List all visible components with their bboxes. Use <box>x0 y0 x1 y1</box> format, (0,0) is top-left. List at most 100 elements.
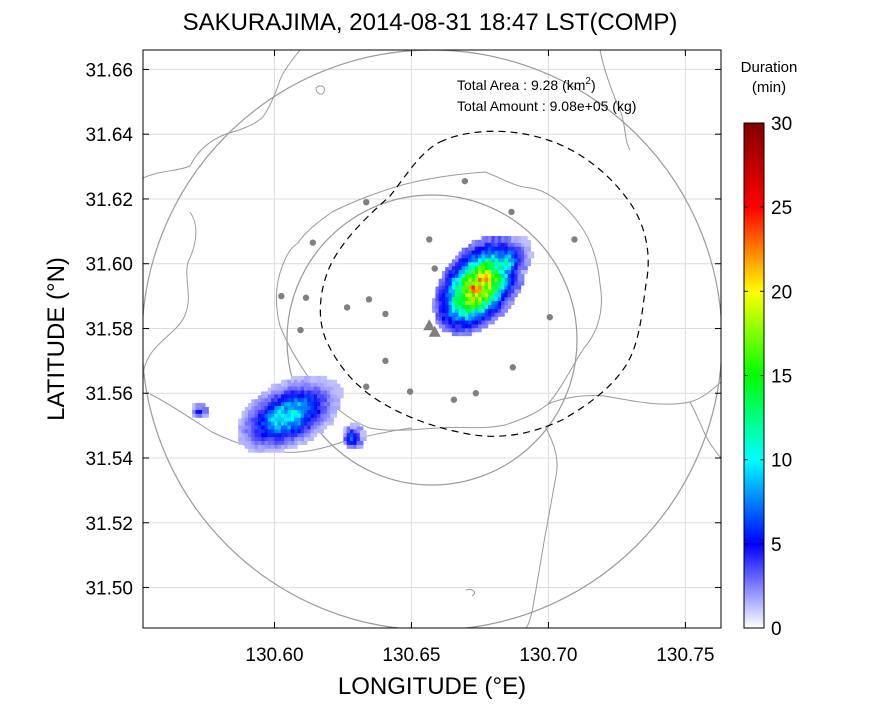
duration-cell <box>511 290 518 298</box>
station-dot <box>508 208 515 216</box>
osumi-coastline <box>547 381 721 405</box>
duration-cell <box>317 426 324 434</box>
duration-cell <box>248 445 255 453</box>
y-tick-label: 31.56 <box>85 384 133 405</box>
y-tick-label: 31.54 <box>85 449 133 470</box>
duration-cell <box>300 438 308 445</box>
x-tick-label: 130.75 <box>656 645 714 666</box>
station-dot <box>309 239 317 246</box>
station-dot <box>406 388 414 395</box>
x-ticks: 130.60 130.65 130.70 130.75 <box>245 50 714 666</box>
chart-title: SAKURAJIMA, 2014-08-31 18:47 LST(COMP) <box>183 9 678 36</box>
x-tick-label: 130.70 <box>519 645 577 666</box>
station-dot <box>431 265 438 272</box>
duration-cell <box>330 410 338 418</box>
duration-cell <box>356 438 364 445</box>
station-dot <box>343 304 351 311</box>
plot-frame <box>142 49 722 629</box>
vent-triangle-icon <box>423 319 436 331</box>
duration-cell <box>520 267 528 274</box>
duration-cell <box>524 239 532 247</box>
svg-text:Total Amount : 9.08e+05 (kg): Total Amount : 9.08e+05 (kg) <box>457 98 636 114</box>
station-dot <box>382 310 389 318</box>
stats-box: Total Area : 9.28 (km2) Total Amount : 9… <box>457 76 636 114</box>
colorbar-tick-label: 20 <box>771 282 792 303</box>
duration-cell <box>514 282 522 290</box>
duration-cell <box>474 325 482 333</box>
svg-text:Total Area : 9.28 (km2): Total Area : 9.28 (km2) <box>457 76 596 93</box>
duration-cell <box>356 426 364 434</box>
duration-cell <box>330 379 338 387</box>
duration-cell <box>507 294 515 302</box>
duration-cell <box>359 430 367 438</box>
total-area-unit-exponent: 2 <box>585 76 591 87</box>
duration-cell <box>491 313 499 321</box>
duration-cell <box>333 403 341 410</box>
duration-cell <box>326 418 334 426</box>
y-axis-label: LATITUDE (°N) <box>43 257 70 421</box>
total-amount-value: 9.08e+05 <box>550 98 609 114</box>
station-dot <box>278 292 285 300</box>
x-axis-label: LONGITUDE (°E) <box>338 673 526 700</box>
sakurajima-coastline <box>276 171 602 431</box>
duration-cell <box>202 407 209 414</box>
colorbar-tick-label: 5 <box>771 535 782 556</box>
duration-cell <box>497 309 505 317</box>
total-amount-separator: : <box>538 98 550 114</box>
duration-cell <box>520 236 528 243</box>
y-tick-label: 31.50 <box>85 579 133 600</box>
station-dot <box>302 294 310 301</box>
station-dot <box>363 383 370 390</box>
duration-cell <box>290 441 298 449</box>
range-circles <box>143 50 721 628</box>
kagoshima-coastline <box>143 50 301 179</box>
station-dot <box>450 396 458 403</box>
duration-cell <box>353 422 361 430</box>
y-tick-label: 31.58 <box>85 319 133 340</box>
station-dot <box>461 177 469 185</box>
east-inlet <box>689 401 721 459</box>
duration-cell <box>336 391 344 399</box>
duration-cell <box>307 434 315 441</box>
total-area-unit-close: ) <box>591 77 596 93</box>
colorbar-tick-label: 25 <box>771 198 792 219</box>
y-tick-label: 31.52 <box>85 514 133 535</box>
colorbar-unit: (min) <box>752 79 786 96</box>
duration-cell <box>527 251 535 259</box>
colorbar-tick-label: 30 <box>771 114 792 135</box>
total-area-separator: : <box>519 77 531 93</box>
vent-triangle-icon <box>428 325 441 337</box>
colorbar-tick-label: 0 <box>771 619 782 640</box>
total-amount-label: Total Amount <box>457 98 538 114</box>
duration-cell <box>481 321 489 329</box>
y-tick-label: 31.60 <box>85 255 133 276</box>
station-dot <box>382 357 389 365</box>
islet <box>315 85 325 95</box>
ash-duration-field <box>192 236 535 453</box>
north-shore <box>599 50 631 151</box>
duration-cell <box>267 445 275 453</box>
duration-cell <box>356 441 364 449</box>
osumi-south <box>525 425 558 628</box>
outer-range-circle <box>143 50 721 628</box>
duration-cell <box>326 414 334 422</box>
duration-cell <box>198 403 206 410</box>
duration-cell <box>520 263 528 271</box>
grid-lines <box>143 50 721 628</box>
station-dot <box>509 364 517 371</box>
duration-cell <box>488 317 495 325</box>
duration-cell <box>514 286 522 294</box>
duration-cell <box>320 422 328 430</box>
duration-cell <box>257 445 265 453</box>
x-tick-label: 130.60 <box>245 645 303 666</box>
inner-range-circle <box>286 194 578 486</box>
duration-cell <box>359 434 367 441</box>
x-tick-label: 130.65 <box>382 645 440 666</box>
station-dot <box>426 236 433 243</box>
duration-cell <box>336 387 344 395</box>
duration-cell <box>501 305 508 313</box>
duration-cell <box>310 430 318 438</box>
duration-cell <box>277 445 285 453</box>
duration-cell <box>320 375 328 383</box>
